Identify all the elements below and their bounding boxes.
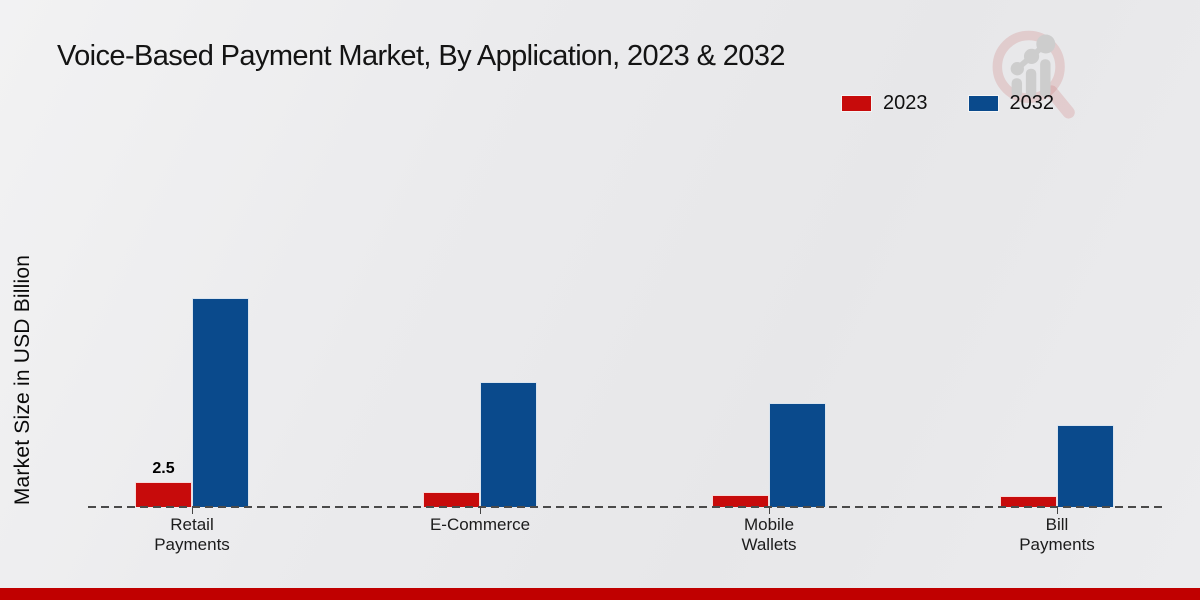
y-axis-label: Market Size in USD Billion bbox=[11, 254, 34, 506]
bar-2032-retail-payments bbox=[192, 298, 249, 507]
bar-2023-bill-payments bbox=[1000, 496, 1057, 507]
legend-item-2032: 2032 bbox=[967, 92, 1055, 115]
category-label-mobile-wallets: Mobile Wallets bbox=[741, 515, 797, 554]
bar-2023-e-commerce bbox=[423, 492, 480, 507]
x-axis-tick bbox=[769, 508, 770, 514]
category-label-bill-payments: Bill Payments bbox=[1019, 515, 1095, 554]
x-axis-tick bbox=[480, 508, 481, 514]
bar-2032-bill-payments bbox=[1057, 425, 1114, 507]
bar-2032-mobile-wallets bbox=[769, 403, 826, 507]
legend-swatch-2032 bbox=[967, 95, 999, 112]
bar-value-label: 2.5 bbox=[152, 460, 175, 477]
chart-title: Voice-Based Payment Market, By Applicati… bbox=[57, 40, 786, 72]
category-label-e-commerce: E-Commerce bbox=[429, 515, 531, 534]
legend-label-2023: 2023 bbox=[883, 92, 928, 114]
bar-2032-e-commerce bbox=[480, 382, 537, 507]
bottom-accent-band bbox=[0, 588, 1200, 600]
bar-2023-mobile-wallets bbox=[712, 495, 769, 507]
legend-label-2032: 2032 bbox=[1009, 92, 1055, 114]
legend-swatch-2023 bbox=[841, 95, 872, 112]
legend-item-2023: 2023 bbox=[841, 92, 928, 115]
x-axis-tick bbox=[192, 508, 193, 514]
legend: 2023 2032 bbox=[841, 92, 1054, 115]
watermark-magnifier-chart-icon bbox=[985, 25, 1080, 120]
bar-2023-retail-payments bbox=[135, 482, 192, 507]
category-label-retail-payments: Retail Payments bbox=[154, 515, 230, 554]
x-axis-tick bbox=[1057, 508, 1058, 514]
x-axis-baseline bbox=[88, 506, 1164, 508]
